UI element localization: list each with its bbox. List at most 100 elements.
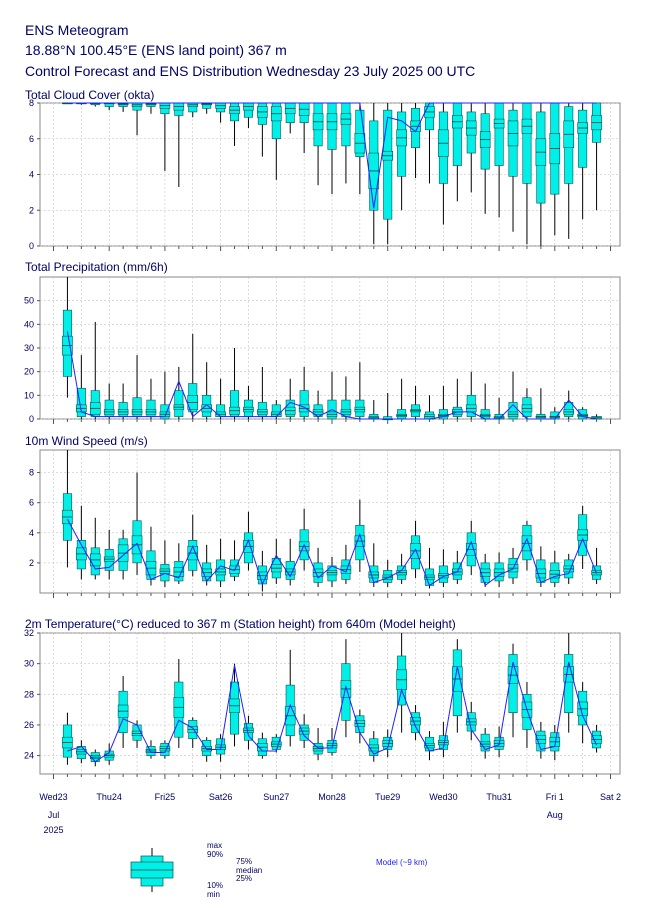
ens-box [257,550,268,592]
ens-box [410,103,421,179]
ens-box [298,714,310,748]
ens-box [131,472,143,575]
model-line [66,331,597,420]
ens-box [229,540,240,581]
ens-box [76,740,87,764]
ens-box [76,505,87,580]
ens-box [159,102,171,171]
box-p10-p90 [508,402,518,420]
ens-box [187,333,199,419]
ens-box [368,400,380,420]
ens-box [424,395,435,420]
ens-box [535,103,547,246]
ens-box [340,102,352,184]
y-tick-label: 8 [29,468,34,478]
ens-box [201,362,212,419]
panel-1: 0 10 20 30 40 50 [24,276,621,424]
box-p10-p90 [494,102,504,166]
ens-box [201,544,212,586]
ens-box [438,103,449,225]
ens-box [215,538,226,587]
ens-box [340,376,352,419]
ens-box [243,385,254,419]
y-tick-label: 6 [29,498,34,508]
legend-p90: 90% [207,850,224,859]
day-label: Sun27 [263,792,289,802]
ens-box [521,520,533,571]
ens-box [131,102,143,136]
panel-3: 24 26 28 30 32 [24,628,621,779]
ens-box [465,701,477,741]
ens-box [438,385,449,420]
year-label: 2025 [43,825,63,835]
ens-box [215,102,226,123]
ens-box [493,726,505,758]
panel-0: 0 2 4 6 8 [29,98,621,251]
ens-box [243,715,254,750]
ens-box [493,552,505,587]
box-p10-p90 [299,390,309,417]
y-tick-label: 30 [24,659,34,669]
temperature-panel-title: 2m Temperature(°C) reduced to 367 m (Sta… [25,617,456,631]
month-label-aug: Aug [547,810,563,820]
day-label: Tue29 [375,792,400,802]
panel-frame [39,449,621,594]
ens-box [326,102,338,195]
ens-box [257,102,268,157]
ens-box [62,450,73,568]
ens-box [159,740,171,759]
y-tick-label: 8 [29,98,34,108]
box-p10-p90 [383,109,393,220]
ens-box [257,366,268,419]
ens-box [507,643,519,738]
ens-box [438,721,449,758]
ens-box [284,538,296,586]
ens-box [117,383,129,419]
y-tick-label: 4 [29,170,34,180]
legend-min: min [207,890,220,899]
legend-p75: 75% [236,857,253,866]
ens-box [257,732,268,759]
y-tick-label: 0 [29,241,34,251]
ens-box [424,102,435,184]
model-line [66,519,598,587]
month-label-jul: Jul [48,810,60,820]
ens-box [368,543,380,587]
ens-box [284,378,296,419]
ens-box [76,355,87,419]
ens-box [187,102,199,118]
ens-box [521,388,533,419]
ens-box [507,103,519,232]
y-tick-label: 24 [24,751,34,761]
forecast-line: Control Forecast and ENS Distribution We… [25,63,476,79]
ens-box [229,102,240,146]
ens-box [312,390,324,419]
box-p10-p90 [522,102,532,184]
day-label: Fri25 [155,792,176,802]
ens-box [159,540,171,587]
ens-box [465,103,477,193]
ens-box [452,639,463,733]
box-p10-p90 [174,390,184,417]
ens-box [549,550,561,587]
ens-box [563,103,575,239]
ens-box [312,547,324,587]
ens-box [89,321,101,419]
wind-panel-title: 10m Wind Speed (m/s) [25,434,148,448]
box-p10-p90 [564,654,574,713]
model-line [67,661,598,763]
ens-box [62,712,73,765]
ens-box [270,538,282,584]
ens-box [479,383,491,420]
ens-box [382,103,394,245]
ens-box [173,102,185,188]
ens-box [577,682,588,744]
ens-box [577,505,588,569]
day-label: Sat 2 [600,792,621,802]
ens-box [298,366,310,419]
day-label: Thu31 [486,792,512,802]
ens-box [312,102,324,186]
ens-box [563,390,575,419]
ens-box [465,520,477,575]
